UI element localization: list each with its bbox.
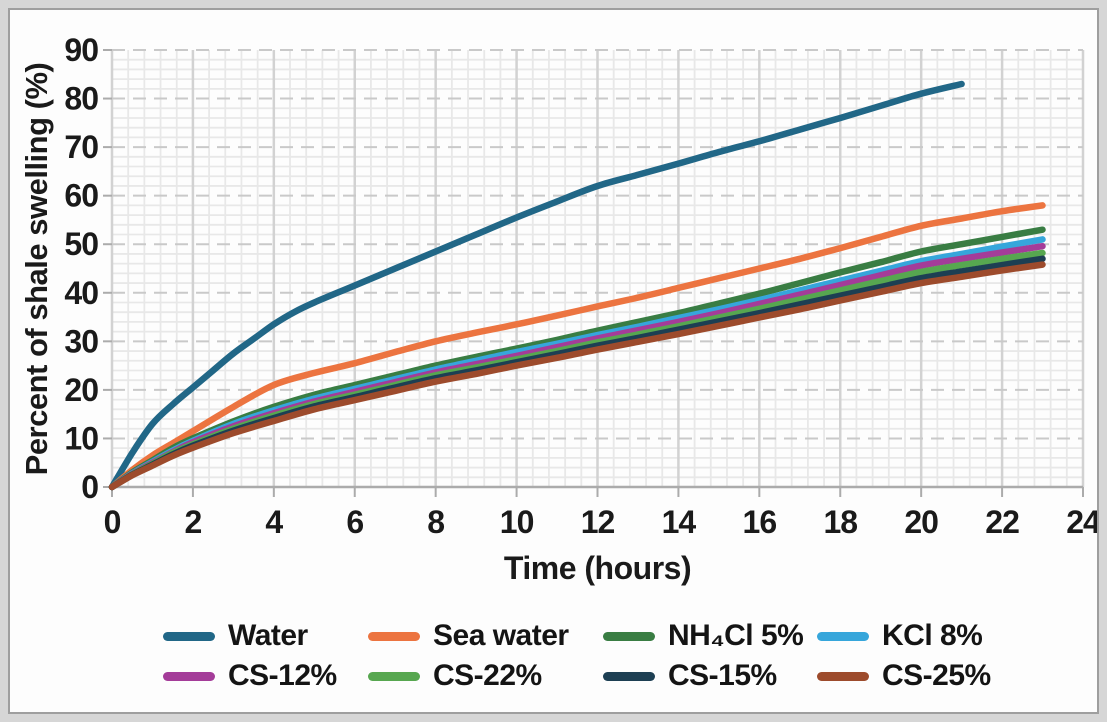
legend-label: NH₄Cl 5% <box>668 619 804 652</box>
legend-swatch-icon <box>603 671 655 681</box>
legend-item: KCl 8% <box>817 618 983 654</box>
svg-text:16: 16 <box>743 504 777 540</box>
svg-text:10: 10 <box>500 504 534 540</box>
series-line-7 <box>108 261 1046 491</box>
legend-label: CS-22% <box>433 659 542 692</box>
legend-item: CS-12% <box>163 658 337 694</box>
legend-label: KCl 8% <box>882 619 983 652</box>
legend-label: CS-12% <box>228 659 337 692</box>
svg-text:12: 12 <box>581 504 615 540</box>
legend-label: CS-15% <box>668 659 777 692</box>
legend-label: Water <box>228 619 308 652</box>
legend-swatch-icon <box>817 671 869 681</box>
svg-text:80: 80 <box>64 81 98 117</box>
svg-text:50: 50 <box>64 226 98 262</box>
svg-text:24: 24 <box>1066 504 1097 540</box>
legend-item: CS-15% <box>603 658 777 694</box>
svg-text:70: 70 <box>64 129 98 165</box>
svg-text:0: 0 <box>81 469 98 505</box>
svg-text:60: 60 <box>64 178 98 214</box>
svg-text:0: 0 <box>104 504 121 540</box>
svg-text:2: 2 <box>185 504 202 540</box>
legend-item: CS-22% <box>368 658 542 694</box>
svg-text:4: 4 <box>265 504 283 540</box>
series-line-1 <box>108 202 1046 491</box>
legend-item: CS-25% <box>817 658 991 694</box>
svg-text:20: 20 <box>64 372 98 408</box>
legend-label: CS-25% <box>882 659 991 692</box>
svg-text:40: 40 <box>64 275 98 311</box>
legend-item: Water <box>163 618 308 654</box>
chart-legend: Water Sea water NH₄Cl 5% KCl 8% CS-12% CS-22%… <box>10 10 1097 712</box>
svg-text:20: 20 <box>904 504 938 540</box>
legend-label: Sea water <box>433 619 569 652</box>
svg-text:14: 14 <box>662 504 697 540</box>
svg-text:8: 8 <box>427 504 444 540</box>
legend-item: Sea water <box>368 618 569 654</box>
plot-container: 0 2 4 6 8 10 12 14 16 18 20 22 24 0 10 20 30 40 50 60 70 80 90… <box>10 10 1097 712</box>
legend-swatch-icon <box>163 631 215 641</box>
svg-text:30: 30 <box>64 323 98 359</box>
legend-item: NH₄Cl 5% <box>603 618 804 654</box>
x-axis-title: Time (hours) <box>503 550 692 586</box>
chart-panel: 0 2 4 6 8 10 12 14 16 18 20 22 24 0 10 20 30 40 50 60 70 80 90… <box>8 8 1099 714</box>
legend-swatch-icon <box>817 631 869 641</box>
legend-swatch-icon <box>368 631 420 641</box>
legend-swatch-icon <box>368 671 420 681</box>
svg-text:18: 18 <box>823 504 857 540</box>
svg-text:10: 10 <box>64 420 98 456</box>
svg-text:6: 6 <box>346 504 363 540</box>
series-line-0 <box>108 80 965 491</box>
legend-swatch-icon <box>603 631 655 641</box>
svg-text:90: 90 <box>64 32 98 68</box>
legend-swatch-icon <box>163 671 215 681</box>
svg-text:22: 22 <box>985 504 1019 540</box>
